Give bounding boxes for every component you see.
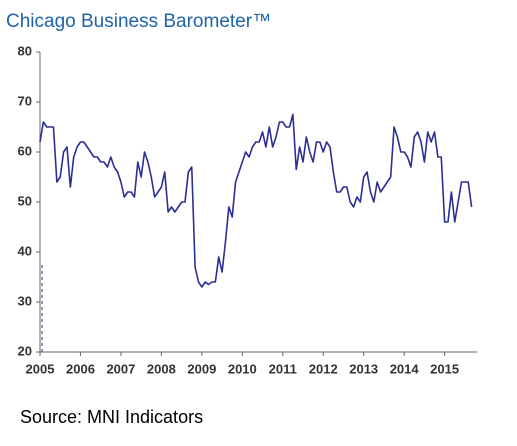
y-tick-label: 20 [18, 343, 32, 358]
y-tick-label: 40 [18, 243, 32, 258]
x-tick-label: 2006 [66, 361, 95, 376]
x-tick-label: 2014 [390, 361, 420, 376]
x-tick-label: 2008 [147, 361, 176, 376]
data-line [39, 113, 473, 288]
x-tick-label: 2007 [106, 361, 135, 376]
source: Source: MNI Indicators [20, 407, 203, 427]
y-tick-label: 30 [18, 293, 32, 308]
x-tick-label: 2009 [187, 361, 216, 376]
chart-title: Chicago Business Barometer™ [6, 11, 271, 32]
x-tick-label: 2005 [26, 361, 55, 376]
x-tick-label: 2011 [269, 361, 297, 376]
y-tick-label: 60 [18, 143, 32, 158]
x-tick-label: 2015 [430, 361, 459, 376]
x-tick-label: 2010 [228, 361, 257, 376]
x-tick-label: 2012 [309, 361, 338, 376]
y-tick-label: 50 [18, 193, 32, 208]
y-tick-label: 70 [18, 93, 32, 108]
y-tick-label: 80 [18, 43, 32, 58]
x-tick-label: 2013 [349, 361, 378, 376]
